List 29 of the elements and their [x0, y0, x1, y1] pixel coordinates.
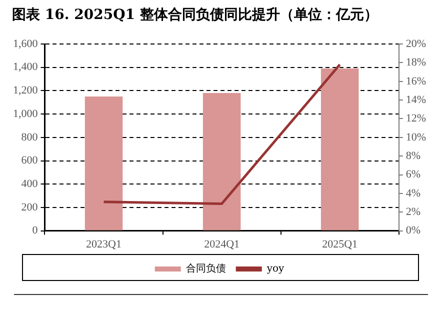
- legend-label: 合同负债: [186, 262, 226, 275]
- bar: [320, 68, 359, 230]
- chart-title: 图表 16. 2025Q1 整体合同负债同比提升（单位：亿元）: [11, 6, 379, 25]
- y-tick-label: 400: [21, 178, 38, 190]
- y2-tick-label: 14%: [406, 94, 426, 106]
- y2-tick-label: 0%: [406, 224, 421, 237]
- y-tick-label: 1,400: [13, 61, 38, 74]
- y-tick-label: 1,200: [13, 84, 38, 97]
- legend-label: yoy: [266, 264, 285, 275]
- y-tick-label: 200: [21, 201, 38, 214]
- y2-tick-label: 18%: [406, 56, 426, 69]
- y2-tick-label: 10%: [406, 131, 426, 144]
- x-tick-label: 2025Q1: [322, 238, 358, 250]
- x-tick-label: 2023Q1: [86, 238, 122, 250]
- y2-tick-label: 8%: [406, 150, 421, 162]
- y-tick-label: 0: [32, 224, 38, 237]
- bar: [84, 96, 123, 230]
- y-tick-label: 800: [21, 131, 38, 144]
- y2-tick-label: 16%: [406, 75, 426, 88]
- x-tick-label: 2024Q1: [204, 238, 240, 250]
- bar: [202, 93, 241, 230]
- y2-tick-label: 12%: [406, 112, 426, 125]
- y2-tick-label: 20%: [406, 38, 426, 50]
- y2-tick-label: 2%: [406, 206, 421, 218]
- y2-tick-label: 6%: [406, 168, 421, 181]
- y-tick-label: 1,600: [13, 38, 38, 50]
- y-tick-label: 600: [21, 154, 38, 167]
- y-tick-label: 1,000: [13, 108, 38, 120]
- y2-tick-label: 4%: [406, 187, 421, 200]
